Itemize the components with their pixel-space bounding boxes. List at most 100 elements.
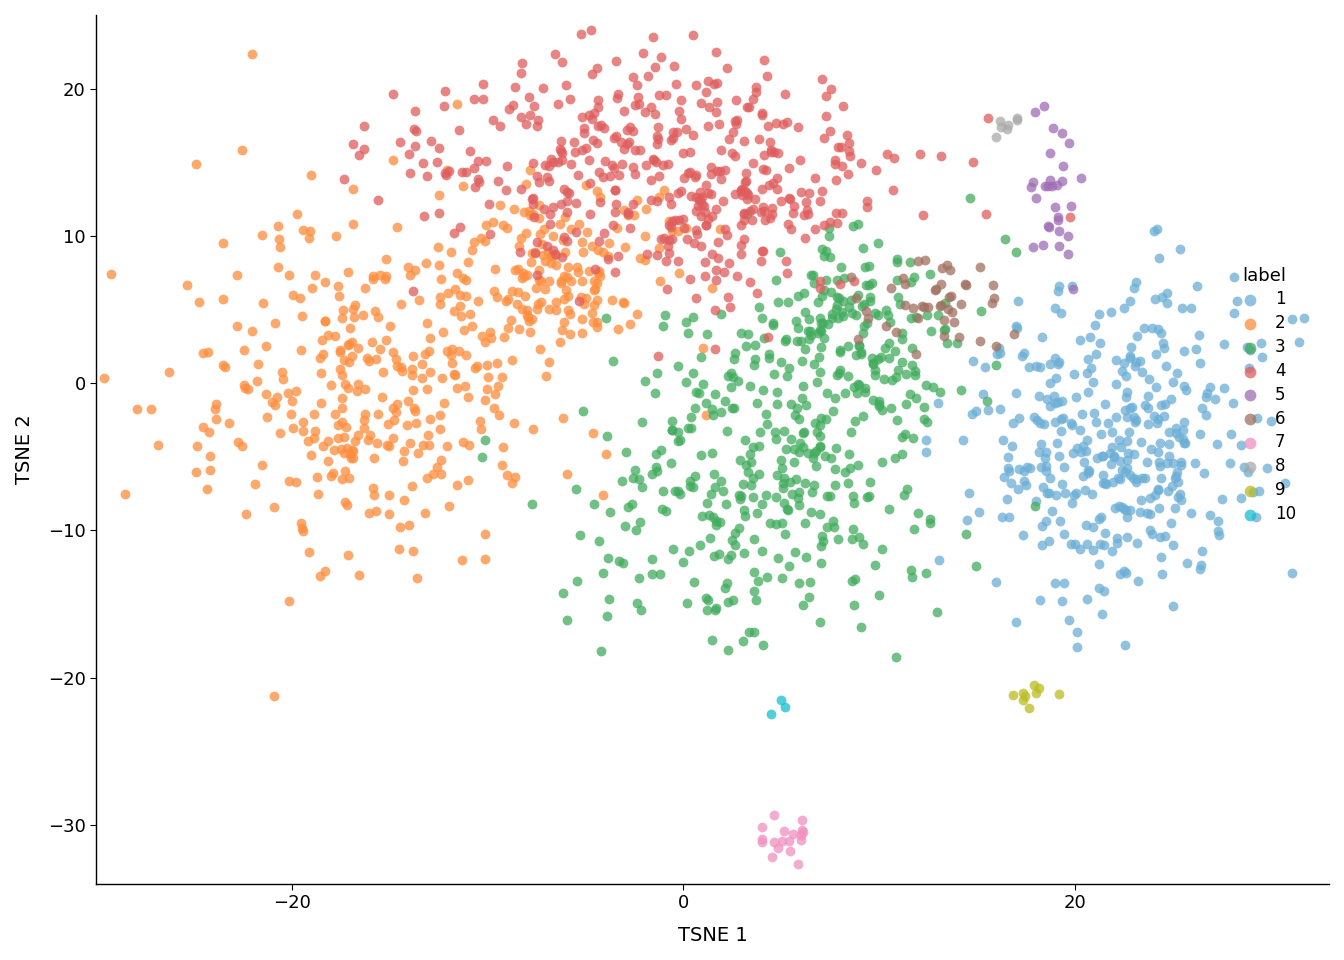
1 [1070, 422, 1091, 438]
2 [582, 314, 603, 329]
4 [603, 264, 625, 279]
2 [364, 303, 386, 319]
4 [684, 170, 706, 185]
5 [1048, 238, 1070, 253]
4 [641, 100, 663, 115]
2 [500, 313, 521, 328]
4 [564, 225, 586, 240]
3 [685, 385, 707, 400]
1 [1230, 491, 1251, 506]
2 [398, 394, 419, 409]
3 [824, 477, 845, 492]
3 [788, 491, 809, 506]
2 [306, 469, 328, 485]
2 [399, 435, 421, 450]
2 [391, 363, 413, 378]
1 [1126, 474, 1148, 490]
5 [1042, 120, 1063, 135]
3 [821, 310, 843, 325]
10 [774, 699, 796, 714]
1 [1007, 320, 1028, 335]
4 [689, 192, 711, 207]
6 [950, 296, 972, 311]
2 [301, 167, 323, 182]
3 [946, 336, 968, 351]
3 [789, 412, 810, 427]
4 [519, 108, 540, 123]
3 [742, 469, 763, 485]
2 [554, 315, 575, 330]
3 [868, 398, 890, 414]
3 [800, 574, 821, 589]
4 [582, 132, 603, 147]
1 [1071, 406, 1093, 421]
3 [905, 363, 926, 378]
4 [489, 118, 511, 133]
4 [605, 182, 626, 198]
4 [742, 212, 763, 228]
2 [710, 222, 731, 237]
3 [793, 424, 814, 440]
3 [853, 296, 875, 311]
6 [942, 314, 964, 329]
2 [515, 226, 536, 241]
2 [327, 418, 348, 433]
3 [698, 508, 719, 523]
1 [1013, 346, 1035, 361]
2 [298, 230, 320, 246]
3 [641, 566, 663, 582]
2 [313, 347, 335, 362]
3 [882, 372, 903, 388]
1 [1044, 371, 1066, 386]
1 [1149, 459, 1171, 474]
4 [831, 139, 852, 155]
4 [691, 208, 712, 224]
9 [1028, 680, 1050, 695]
2 [437, 162, 458, 178]
3 [564, 482, 586, 497]
2 [487, 355, 508, 371]
2 [477, 369, 499, 384]
1 [1105, 352, 1126, 368]
2 [585, 281, 606, 297]
3 [724, 346, 746, 361]
2 [474, 234, 496, 250]
2 [114, 487, 136, 502]
4 [554, 181, 575, 197]
3 [809, 614, 831, 630]
3 [790, 333, 812, 348]
3 [742, 489, 763, 504]
4 [724, 117, 746, 132]
1 [1212, 336, 1234, 351]
1 [1150, 397, 1172, 413]
2 [587, 242, 609, 257]
4 [694, 254, 715, 270]
2 [590, 269, 612, 284]
4 [536, 170, 558, 185]
4 [646, 136, 668, 152]
2 [340, 320, 362, 335]
1 [1159, 449, 1180, 465]
1 [1239, 361, 1261, 376]
1 [1189, 355, 1211, 371]
1 [1075, 517, 1097, 533]
4 [659, 218, 680, 233]
2 [402, 348, 423, 364]
3 [891, 331, 913, 347]
2 [452, 434, 473, 449]
4 [784, 199, 805, 214]
2 [335, 494, 356, 510]
1 [1169, 242, 1191, 257]
4 [758, 329, 780, 345]
2 [363, 487, 384, 502]
1 [993, 469, 1015, 485]
4 [828, 139, 849, 155]
1 [1246, 411, 1267, 426]
3 [859, 474, 880, 490]
1 [1137, 417, 1159, 432]
3 [573, 403, 594, 419]
1 [1163, 537, 1184, 552]
2 [204, 401, 226, 417]
1 [1013, 464, 1035, 479]
3 [810, 241, 832, 256]
